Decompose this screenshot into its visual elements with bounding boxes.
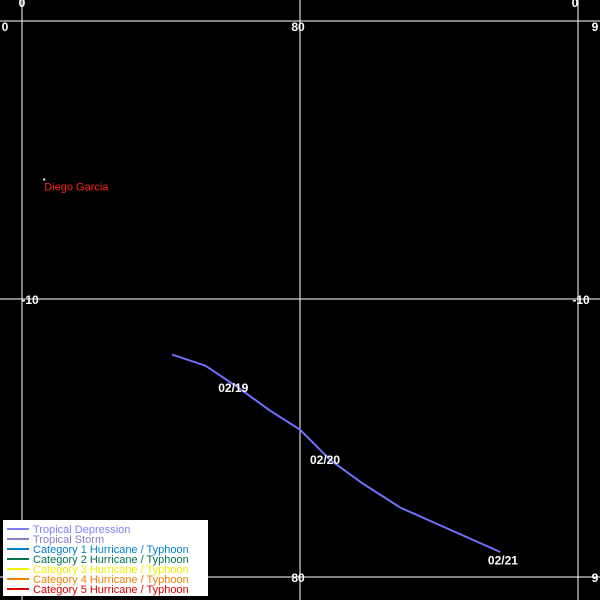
- legend-label: Tropical Storm: [33, 534, 104, 546]
- legend-label: Category 1 Hurricane / Typhoon: [33, 544, 189, 556]
- legend-label: Category 2 Hurricane / Typhoon: [33, 554, 189, 566]
- tick-label: -10: [21, 293, 39, 307]
- tick-label: 9: [592, 20, 599, 34]
- legend-label: Category 5 Hurricane / Typhoon: [33, 584, 189, 596]
- tick-label: 0: [572, 0, 579, 10]
- date-label: 02/19: [218, 381, 248, 395]
- place-label: Diego Garcia: [44, 181, 109, 193]
- tick-label: 9: [592, 571, 599, 585]
- tick-label: 0: [2, 20, 9, 34]
- storm-track: [171, 353, 501, 553]
- date-label: 02/20: [310, 453, 340, 467]
- tick-label: 80: [291, 20, 305, 34]
- date-label: 02/21: [488, 553, 518, 567]
- tick-label: -10: [572, 293, 590, 307]
- legend-label: Tropical Depression: [33, 524, 130, 536]
- legend-label: Category 3 Hurricane / Typhoon: [33, 564, 189, 576]
- legend-label: Category 4 Hurricane / Typhoon: [33, 574, 189, 586]
- tick-label: 0: [19, 0, 26, 10]
- legend-box: [3, 520, 208, 596]
- place-marker: [43, 178, 46, 181]
- tick-label: 80: [291, 571, 305, 585]
